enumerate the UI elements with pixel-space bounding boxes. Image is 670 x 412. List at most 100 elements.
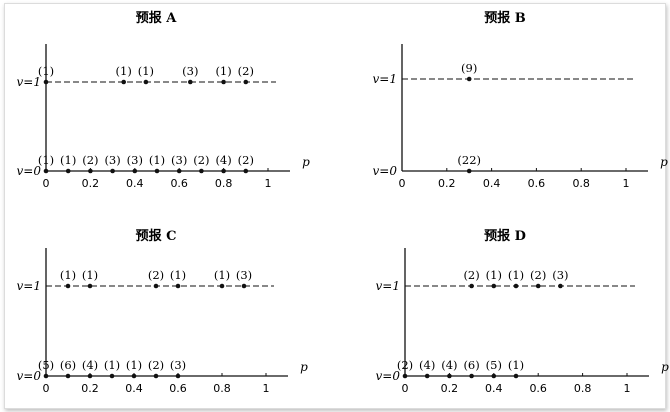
data-point <box>87 373 93 379</box>
data-count-label: (1) <box>214 268 230 282</box>
data-count-label: (3) <box>236 268 252 282</box>
data-count-label: (3) <box>170 358 186 372</box>
data-count-label: (9) <box>461 61 477 75</box>
data-point <box>469 283 474 289</box>
data-point <box>153 283 159 289</box>
data-point <box>43 79 49 85</box>
data-count-label: (1) <box>138 64 154 78</box>
data-count-label: (2) <box>530 268 546 282</box>
x-tick-label: 1 <box>624 382 631 395</box>
x-tick-label: 0.6 <box>528 177 546 190</box>
data-count-label: (1) <box>38 153 54 167</box>
x-tick-label: 0.2 <box>82 177 100 190</box>
data-count-label: (5) <box>38 358 54 372</box>
data-point <box>491 373 497 379</box>
data-point <box>243 168 249 174</box>
data-count-label: (6) <box>463 358 479 372</box>
data-point <box>121 79 126 85</box>
data-point <box>154 168 160 174</box>
x-tick-label: 0.6 <box>170 177 188 190</box>
data-count-label: (3) <box>104 153 120 167</box>
x-tick-label: 0.8 <box>215 177 233 190</box>
x-tick-label: 0.8 <box>572 177 590 190</box>
data-count-label: (1) <box>508 358 524 372</box>
x-tick-label: 1 <box>263 382 270 395</box>
x-tick-label: 0 <box>402 382 409 395</box>
data-point <box>466 168 472 174</box>
x-tick-label: 0.4 <box>485 382 503 395</box>
x-axis-label: p <box>300 360 308 374</box>
data-count-label: (2) <box>148 358 164 372</box>
x-tick-label: 0.2 <box>81 382 99 395</box>
x-tick-label: 0.6 <box>529 382 547 395</box>
data-count-label: (1) <box>38 64 54 78</box>
y-label-v0: v=0 <box>17 164 42 178</box>
y-label-v0: v=0 <box>17 369 42 383</box>
data-point <box>535 283 541 289</box>
data-point <box>176 168 182 174</box>
data-count-label: (2) <box>238 64 254 78</box>
data-count-label: (4) <box>419 358 435 372</box>
data-point <box>131 373 137 379</box>
data-point <box>43 373 49 379</box>
x-tick-label: 0.2 <box>441 382 459 395</box>
data-count-label: (1) <box>126 358 142 372</box>
data-count-label: (2) <box>193 153 209 167</box>
figure-frame <box>4 3 666 409</box>
chart-title: 预报 A <box>136 11 178 26</box>
data-count-label: (1) <box>60 268 76 282</box>
data-point <box>65 283 71 289</box>
x-tick-label: 1 <box>623 177 630 190</box>
data-point <box>513 283 519 289</box>
data-count-label: (1) <box>82 268 98 282</box>
data-count-label: (22) <box>457 153 481 167</box>
data-point <box>175 283 181 289</box>
data-point <box>558 283 563 289</box>
x-axis-label: p <box>661 360 669 374</box>
data-point <box>447 373 452 379</box>
data-point <box>424 373 430 379</box>
x-tick-label: 0.4 <box>125 382 143 395</box>
y-label-v1: v=1 <box>373 72 397 86</box>
data-count-label: (3) <box>171 153 187 167</box>
data-point <box>241 283 247 289</box>
data-point <box>109 373 115 379</box>
data-point <box>87 283 93 289</box>
y-label-v1: v=1 <box>376 279 400 293</box>
data-count-label: (2) <box>397 358 413 372</box>
data-point <box>65 168 71 174</box>
data-count-label: (2) <box>238 153 254 167</box>
data-point <box>402 373 408 379</box>
data-point <box>175 373 181 379</box>
y-label-v1: v=1 <box>17 75 41 89</box>
x-tick-label: 0 <box>43 382 50 395</box>
y-label-v1: v=1 <box>17 279 41 293</box>
data-point <box>469 373 474 379</box>
data-point <box>65 373 71 379</box>
chart-title: 预报 C <box>136 229 177 244</box>
data-point <box>110 168 115 174</box>
x-tick-label: 0.8 <box>213 382 231 395</box>
data-count-label: (4) <box>215 153 231 167</box>
data-point <box>143 79 149 85</box>
x-tick-label: 1 <box>265 177 272 190</box>
data-point <box>221 79 226 85</box>
data-point <box>88 168 93 174</box>
data-count-label: (1) <box>149 153 165 167</box>
data-count-label: (1) <box>116 64 132 78</box>
x-tick-label: 0.8 <box>574 382 592 395</box>
x-tick-label: 0 <box>399 177 406 190</box>
data-count-label: (5) <box>486 358 502 372</box>
data-point <box>243 79 249 85</box>
x-tick-label: 0.4 <box>126 177 144 190</box>
chart-title: 预报 D <box>484 229 526 244</box>
data-point <box>43 168 49 174</box>
data-point <box>466 76 472 82</box>
data-point <box>188 79 193 85</box>
data-count-label: (1) <box>104 358 120 372</box>
data-count-label: (1) <box>508 268 524 282</box>
data-count-label: (2) <box>463 268 479 282</box>
data-count-label: (2) <box>148 268 164 282</box>
data-point <box>132 168 138 174</box>
x-tick-label: 0.4 <box>483 177 501 190</box>
